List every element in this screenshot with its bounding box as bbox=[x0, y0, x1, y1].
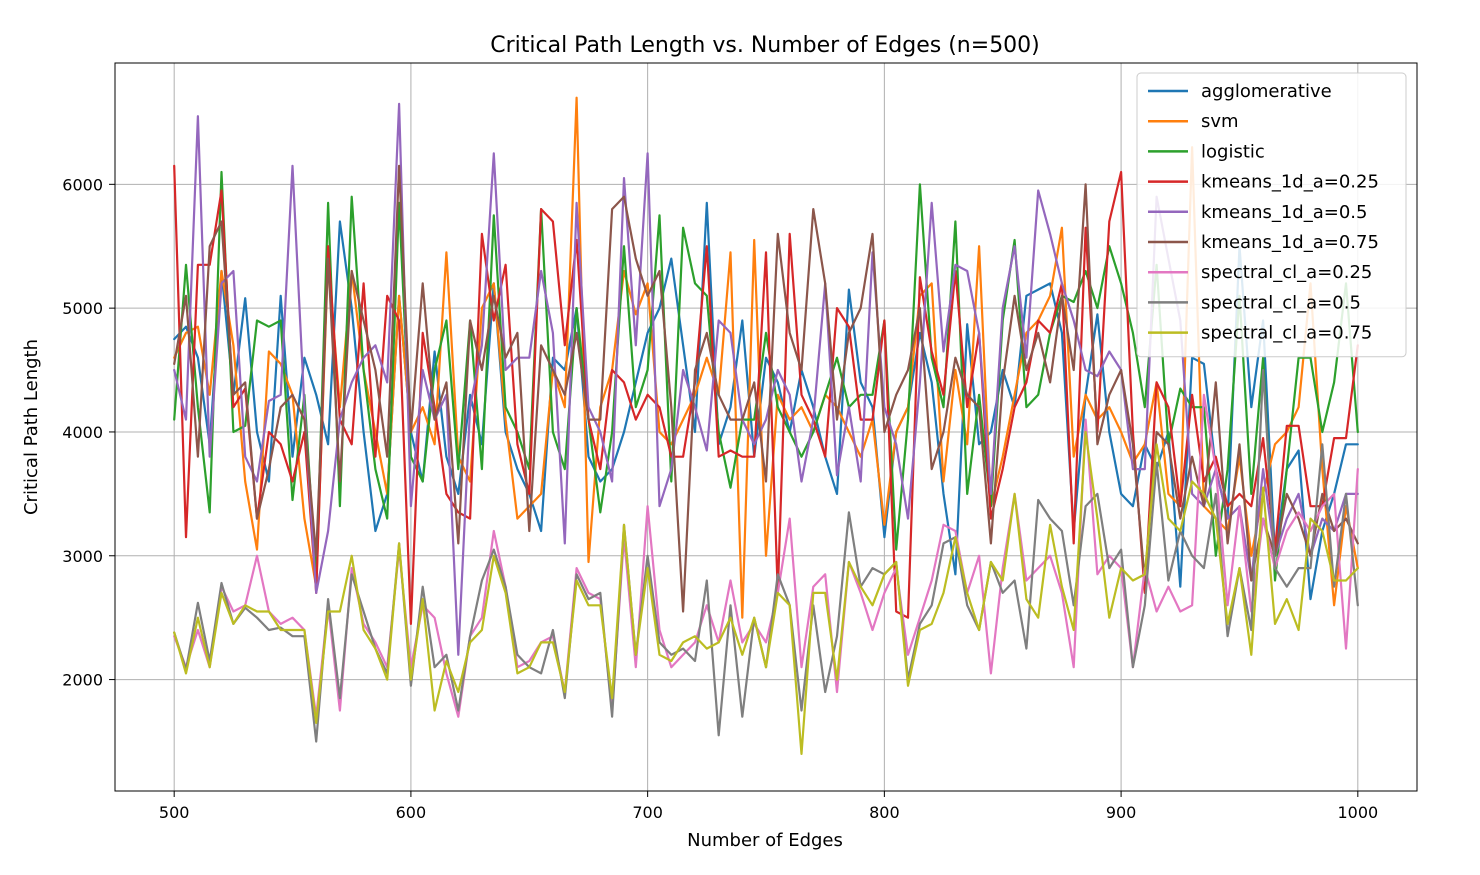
series-line-spectral-cl-a-0-75 bbox=[173, 430, 1359, 756]
legend-label: svm bbox=[1201, 111, 1239, 132]
y-tick-label: 6000 bbox=[62, 175, 103, 194]
series-line-kmeans-1d-a-0-25 bbox=[173, 164, 1359, 626]
x-tick-label: 1000 bbox=[1337, 803, 1378, 822]
legend-box bbox=[1136, 72, 1407, 358]
series-line-agglomerative bbox=[173, 201, 1359, 601]
legend-label: kmeans_1d_a=0.5 bbox=[1201, 202, 1367, 223]
legend: agglomerative svm logistic kmeans_1d_a=0.25… bbox=[1136, 72, 1407, 358]
legend-label: kmeans_1d_a=0.75 bbox=[1201, 232, 1379, 253]
y-tick-label: 5000 bbox=[62, 299, 103, 318]
legend-label: spectral_cl_a=0.75 bbox=[1201, 323, 1372, 344]
y-axis-label: Critical Path Length bbox=[21, 339, 42, 515]
series-line-kmeans-1d-a-0-75 bbox=[173, 164, 1359, 613]
legend-label: spectral_cl_a=0.25 bbox=[1201, 262, 1372, 283]
x-axis-ticks: 500 600 700 800 900 1000 bbox=[159, 791, 1378, 822]
series-lines bbox=[173, 96, 1359, 756]
x-axis-label: Number of Edges bbox=[687, 830, 843, 851]
y-tick-label: 3000 bbox=[62, 547, 103, 566]
x-tick-label: 900 bbox=[1106, 803, 1137, 822]
x-tick-label: 700 bbox=[632, 803, 663, 822]
y-axis-ticks: 2000 3000 4000 5000 6000 bbox=[62, 175, 115, 690]
x-tick-label: 600 bbox=[396, 803, 427, 822]
legend-label: logistic bbox=[1201, 141, 1265, 162]
legend-label: kmeans_1d_a=0.25 bbox=[1201, 172, 1379, 193]
x-tick-label: 500 bbox=[159, 803, 190, 822]
plot-frame bbox=[114, 62, 1418, 792]
y-tick-label: 4000 bbox=[62, 423, 103, 442]
x-tick-label: 800 bbox=[869, 803, 900, 822]
chart-title: Critical Path Length vs. Number of Edges… bbox=[490, 33, 1040, 58]
legend-label: spectral_cl_a=0.5 bbox=[1201, 292, 1361, 313]
y-tick-label: 2000 bbox=[62, 671, 103, 690]
legend-label: agglomerative bbox=[1201, 81, 1332, 102]
